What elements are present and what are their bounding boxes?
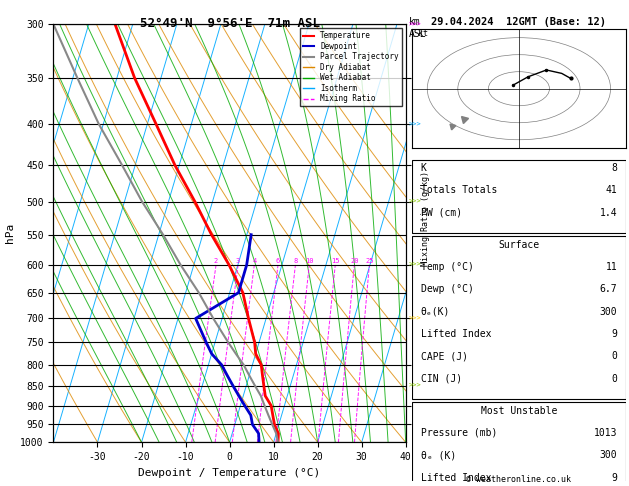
Text: 6.7: 6.7	[599, 284, 617, 295]
Text: 3: 3	[236, 258, 240, 264]
Text: >>>: >>>	[409, 21, 421, 27]
Text: 41: 41	[606, 185, 617, 195]
Text: Totals Totals: Totals Totals	[421, 185, 497, 195]
Text: 1.4: 1.4	[599, 208, 617, 218]
Text: 6: 6	[276, 258, 280, 264]
Text: >>>: >>>	[409, 121, 421, 127]
FancyBboxPatch shape	[412, 236, 626, 399]
X-axis label: Dewpoint / Temperature (°C): Dewpoint / Temperature (°C)	[138, 468, 321, 478]
Text: 0: 0	[611, 351, 617, 361]
Text: Temp (°C): Temp (°C)	[421, 262, 474, 272]
Text: >>>: >>>	[409, 199, 421, 205]
Y-axis label: hPa: hPa	[4, 223, 14, 243]
Text: Pressure (mb): Pressure (mb)	[421, 428, 497, 438]
Text: 300: 300	[599, 307, 617, 316]
Text: 10: 10	[305, 258, 313, 264]
Text: 15: 15	[331, 258, 340, 264]
Text: >>>: >>>	[409, 383, 421, 389]
Text: 11: 11	[606, 262, 617, 272]
Text: Lifted Index: Lifted Index	[421, 472, 491, 483]
Text: 8: 8	[293, 258, 298, 264]
Text: Mixing Ratio (g/kg): Mixing Ratio (g/kg)	[421, 171, 430, 266]
Text: 20: 20	[350, 258, 359, 264]
Text: PW (cm): PW (cm)	[421, 208, 462, 218]
Text: Surface: Surface	[498, 240, 540, 250]
Text: >>>: >>>	[409, 262, 421, 268]
Text: 1013: 1013	[594, 428, 617, 438]
Text: 25: 25	[365, 258, 374, 264]
Text: Most Unstable: Most Unstable	[481, 406, 557, 416]
Text: CAPE (J): CAPE (J)	[421, 351, 467, 361]
Text: 9: 9	[611, 472, 617, 483]
Text: 2: 2	[214, 258, 218, 264]
Text: 4: 4	[252, 258, 257, 264]
Text: 8: 8	[611, 163, 617, 173]
Text: 9: 9	[611, 329, 617, 339]
Text: 0: 0	[611, 374, 617, 383]
FancyBboxPatch shape	[412, 402, 626, 486]
Text: 300: 300	[599, 451, 617, 460]
FancyBboxPatch shape	[412, 159, 626, 233]
Text: kt: kt	[418, 29, 428, 38]
Legend: Temperature, Dewpoint, Parcel Trajectory, Dry Adiabat, Wet Adiabat, Isotherm, Mi: Temperature, Dewpoint, Parcel Trajectory…	[299, 28, 402, 106]
Text: >>>: >>>	[409, 315, 421, 321]
Text: θₑ(K): θₑ(K)	[421, 307, 450, 316]
Text: 29.04.2024  12GMT (Base: 12): 29.04.2024 12GMT (Base: 12)	[431, 17, 606, 27]
Text: θₑ (K): θₑ (K)	[421, 451, 456, 460]
Text: Dewp (°C): Dewp (°C)	[421, 284, 474, 295]
Text: km
ASL: km ASL	[409, 17, 426, 38]
Text: Lifted Index: Lifted Index	[421, 329, 491, 339]
Text: CIN (J): CIN (J)	[421, 374, 462, 383]
Text: © weatheronline.co.uk: © weatheronline.co.uk	[467, 474, 571, 484]
Text: K: K	[421, 163, 426, 173]
Text: 52°49'N  9°56'E  71m ASL: 52°49'N 9°56'E 71m ASL	[140, 17, 320, 30]
